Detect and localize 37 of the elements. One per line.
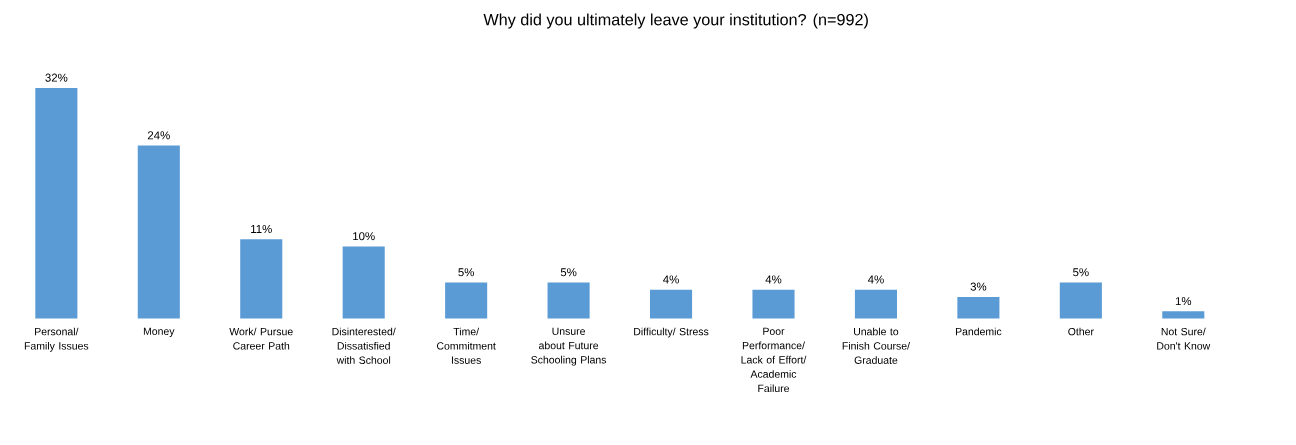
x-tick-label: Not Sure/ Don't Know — [1157, 327, 1211, 350]
x-tick-label: Time/ Commitment Issues — [436, 327, 496, 365]
bar — [547, 282, 590, 319]
data-label: 5% — [1073, 268, 1089, 277]
data-label: 5% — [560, 268, 577, 277]
bar — [137, 145, 180, 319]
bar — [35, 88, 78, 319]
x-tick-label: Unsure about Future Schooling Plans — [531, 327, 607, 366]
chart-title: Why did you ultimately leave your institution? (n=992) — [483, 13, 868, 29]
data-label: 32% — [45, 73, 68, 82]
data-label: 24% — [147, 131, 170, 140]
x-tick-label: Difficulty/ Stress — [634, 327, 709, 338]
bar — [854, 289, 897, 319]
x-tick-label: Personal/ Family Issues — [24, 327, 89, 352]
bar — [240, 239, 283, 319]
data-label: 3% — [970, 282, 987, 291]
data-label: 10% — [353, 232, 375, 241]
x-tick-label: Work/ Pursue Career Path — [229, 327, 293, 350]
x-tick-label: Disinterested/ Dissatisfied with School — [332, 327, 396, 365]
data-label: 5% — [458, 268, 474, 277]
bar — [650, 289, 693, 319]
bar — [342, 246, 385, 319]
data-label: 11% — [251, 225, 272, 234]
x-tick-label: Poor Performance/ Lack of Effort/ Academic Failure — [741, 327, 807, 393]
bar — [752, 289, 795, 319]
bar — [957, 297, 1000, 319]
data-label: 4% — [765, 275, 782, 284]
x-tick-label: Money — [143, 327, 175, 338]
data-label: 1% — [1175, 297, 1192, 306]
x-tick-label: Unable to Finish Course/ Graduate — [842, 327, 911, 365]
x-tick-label: Pandemic — [955, 327, 1002, 336]
data-label: 4% — [867, 275, 884, 284]
data-label: 4% — [663, 275, 679, 284]
x-tick-label: Other — [1068, 327, 1094, 336]
bar — [1162, 311, 1205, 319]
bar — [445, 282, 488, 319]
bar — [1059, 282, 1102, 319]
